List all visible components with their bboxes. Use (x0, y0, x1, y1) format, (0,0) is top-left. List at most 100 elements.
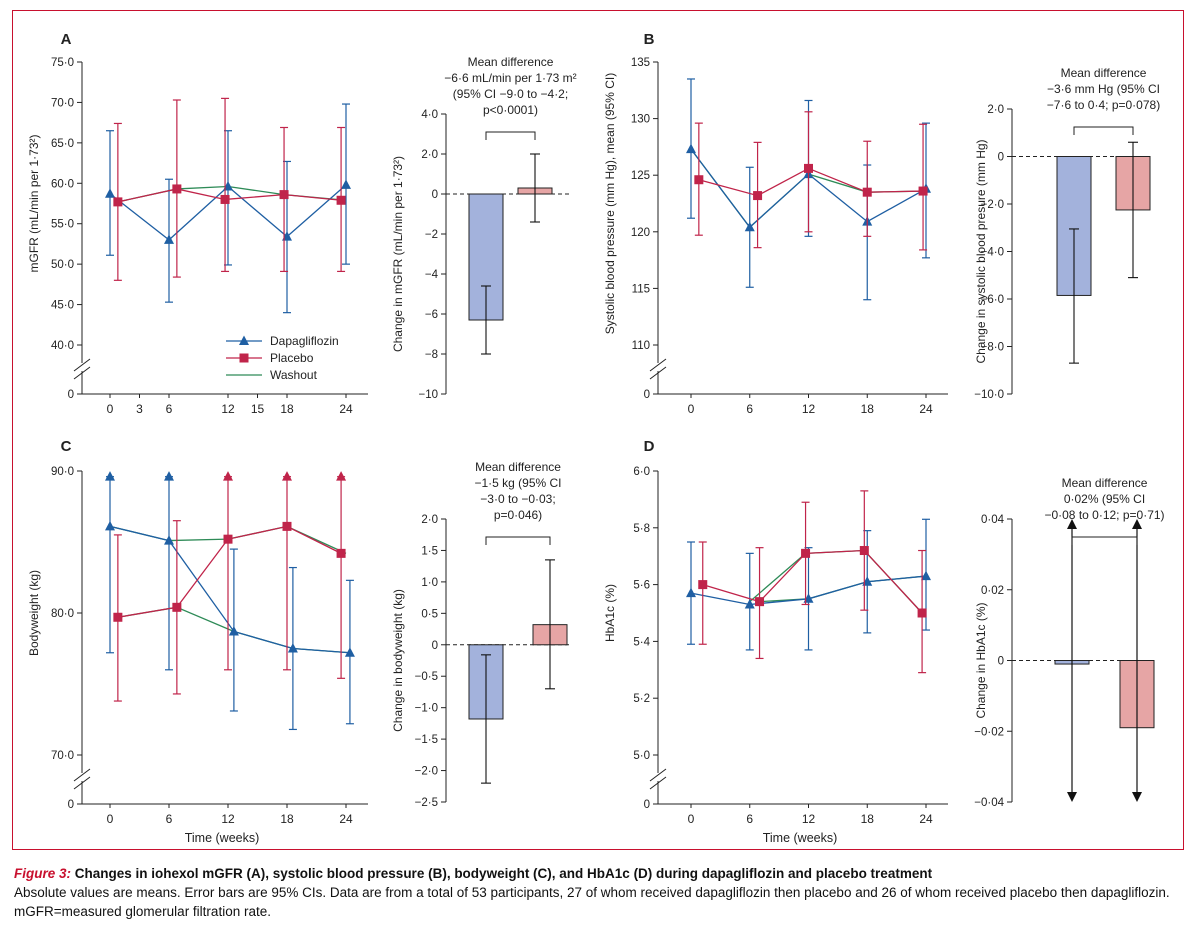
panel-c-bar-comparison-bracket (485, 536, 551, 545)
panel-a-y-tick-label: 45·0 (51, 300, 74, 312)
legend-marker-placebo (239, 353, 249, 363)
panel-a-bar-y-tick-label: −10 (418, 389, 438, 401)
panel-a-x-tick-label: 12 (221, 402, 235, 416)
panel-b-y-tick-label: 135 (631, 57, 650, 69)
panel-d-bar-placebo-ci-arrow-down (1132, 792, 1142, 802)
panel-b-axis-break-mark (649, 358, 667, 372)
panel-d-axis-break-mark (649, 776, 667, 790)
panel-c-dapagliflozin-point (344, 647, 355, 657)
panel-a-axis-break-mark (73, 358, 91, 372)
panel-b-dapagliflozin-point (686, 143, 696, 154)
panel-b-bar-annotation-line: Mean difference (1061, 66, 1147, 80)
panel-b-bar-y-tick-label: 2·0 (987, 104, 1004, 116)
panel-c-y-tick-label: 70·0 (51, 750, 74, 762)
panel-c-ci-truncation-arrow (164, 471, 174, 481)
panel-c-letter: C (61, 438, 72, 455)
panel-a-y-zero-label: 0 (68, 389, 74, 401)
panel-b-placebo-point (753, 191, 763, 201)
panel-b-bar-y-tick-label: 0 (998, 152, 1004, 164)
panel-b-x-tick-label: 6 (746, 402, 753, 416)
panel-b-axis-break-mark (649, 366, 667, 380)
panel-c-ci-truncation-arrow (223, 471, 233, 481)
panel-b-bar-y-tick-label: −2·0 (981, 199, 1004, 211)
panel-b-bar-y-tick-label: −4·0 (981, 247, 1004, 259)
panel-c-bar-y-tick-label: 0·5 (421, 608, 438, 620)
panel-b-bar-y-label: Change in systolic blood presure (mm Hg) (974, 139, 988, 363)
legend-label-dapagliflozin: Dapagliflozin (270, 334, 339, 348)
panel-a-x-tick-label: 24 (339, 402, 353, 416)
panel-d-bar-placebo-ci-arrow-up (1132, 519, 1142, 529)
panel-a-placebo-point (172, 184, 182, 194)
panel-d-bar-dapagliflozin-ci-arrow-down (1067, 792, 1077, 802)
panel-d-y-label: HbA1c (%) (603, 584, 617, 642)
panel-a-dapagliflozin-point (341, 179, 351, 189)
panel-b-y-tick-label: 130 (631, 114, 650, 126)
panel-d-bar-y-label: Change in HbA1c (%) (974, 602, 988, 718)
panel-d-dapagliflozin-point (744, 598, 755, 609)
panel-d-y-tick-label: 5·0 (633, 750, 650, 762)
panel-a-placebo-point (279, 190, 289, 200)
caption-label: Figure 3: (14, 866, 72, 881)
panel-c-ci-truncation-arrow (282, 471, 292, 481)
panel-b-x-tick-label: 12 (802, 402, 816, 416)
panel-b-bar-annotation-line: −3·6 mm Hg (95% CI (1047, 82, 1160, 96)
panel-b-y-tick-label: 115 (632, 283, 650, 295)
panel-b-letter: B (644, 31, 655, 48)
panel-d-placebo-point (755, 597, 765, 607)
panel-b-bar-y-tick-label: −10·0 (974, 389, 1004, 401)
panel-d-bar-dapagliflozin-ci-arrow-up (1067, 519, 1077, 529)
panel-c-axis-break-mark (73, 776, 91, 790)
panel-a-bar-y-tick-label: −8 (425, 349, 438, 361)
panel-c-axis-break-mark (73, 768, 91, 782)
panel-d-bar-annotation-line: −0·08 to 0·12; p=0·71) (1044, 508, 1164, 522)
panel-a-bar-comparison-bracket (485, 131, 536, 140)
panel-c-placebo-point (113, 612, 123, 622)
panel-a-bar-y-tick-label: −2 (425, 229, 438, 241)
panel-c-bar-y-label: Change in bodyweight (kg) (391, 589, 405, 732)
panel-c-y-tick-label: 90·0 (51, 466, 74, 478)
panel-c-bar-y-tick-label: −1·0 (415, 703, 438, 715)
panel-a-y-label: mGFR (mL/min per 1·73²) (27, 134, 41, 272)
panel-c-y-tick-label: 80·0 (51, 608, 74, 620)
panel-c-bar-y-tick-label: −2·0 (415, 766, 438, 778)
panel-c-x-tick-label: 6 (166, 812, 173, 826)
panel-d-bar-y-tick-label: 0·02 (981, 585, 1004, 597)
panel-a-bar-y-tick-label: 2·0 (421, 149, 438, 161)
panel-d-placebo-point (859, 546, 869, 556)
panel-c-x-label: Time (weeks) (185, 831, 260, 845)
panel-d-x-label: Time (weeks) (763, 831, 838, 845)
panel-c-bar-y-tick-label: −1·5 (415, 734, 438, 746)
panel-d-y-tick-label: 6·0 (633, 466, 650, 478)
panel-a-placebo-point (336, 195, 346, 205)
legend-marker-dapagliflozin (239, 335, 249, 345)
panel-c-bar-annotation-line: −3·0 to −0·03; (480, 492, 555, 506)
panel-b-x-tick-label: 0 (688, 402, 695, 416)
panel-c-ci-truncation-arrow (105, 471, 115, 481)
panel-d-y-zero-label: 0 (644, 799, 650, 811)
panel-d-placebo-point (698, 580, 708, 590)
legend-label-washout: Washout (270, 368, 318, 382)
panel-d-x-tick-label: 6 (746, 812, 753, 826)
panel-c-bar-y-tick-label: −0·5 (415, 671, 438, 683)
panel-a-y-tick-label: 70·0 (51, 97, 74, 109)
panel-a-placebo-point (113, 197, 123, 207)
figure-caption: Figure 3: Changes in iohexol mGFR (A), s… (14, 864, 1184, 921)
panel-c-dapagliflozin-point (287, 643, 298, 653)
panel-c-x-tick-label: 0 (107, 812, 114, 826)
panel-a-x-tick-label: 6 (166, 402, 173, 416)
panel-a-letter: A (61, 31, 72, 48)
panel-a-y-tick-label: 55·0 (51, 219, 74, 231)
panel-d-x-tick-label: 12 (802, 812, 816, 826)
panel-b-placebo-point (918, 186, 928, 196)
panel-c-placebo-point (223, 534, 233, 544)
panel-a-dapagliflozin-point (105, 188, 115, 198)
panel-a-axis-break-mark (73, 366, 91, 380)
panel-b-y-tick-label: 125 (631, 170, 650, 182)
panel-c-x-tick-label: 18 (280, 812, 294, 826)
panel-a-bar-y-label: Change in mGFR (mL/min per 1·73²) (391, 156, 405, 352)
panel-d-y-tick-label: 5·6 (633, 580, 650, 592)
panel-a-y-tick-label: 75·0 (51, 57, 74, 69)
caption-title: Changes in iohexol mGFR (A), systolic bl… (71, 866, 933, 881)
panel-a-bar-annotation-line: p<0·0001) (483, 103, 538, 117)
panel-c-dapagliflozin-point (164, 535, 174, 545)
